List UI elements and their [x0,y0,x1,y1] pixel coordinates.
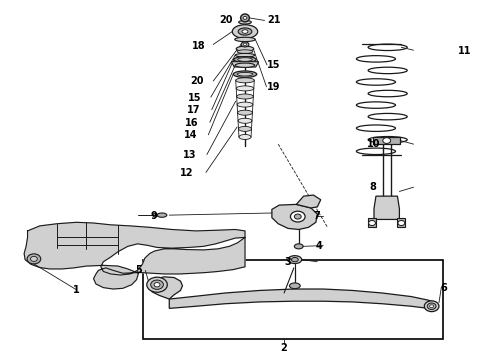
Polygon shape [150,277,182,299]
Ellipse shape [236,78,254,83]
Text: 18: 18 [192,41,206,50]
Ellipse shape [430,305,434,308]
Ellipse shape [238,110,252,115]
Ellipse shape [398,221,405,226]
Polygon shape [296,195,321,208]
Ellipse shape [239,134,251,139]
Text: 21: 21 [267,15,280,26]
Polygon shape [397,218,405,226]
Text: 3: 3 [284,257,291,267]
Ellipse shape [235,53,255,57]
Text: 4: 4 [316,241,322,251]
Ellipse shape [151,280,163,289]
Ellipse shape [235,63,255,67]
Ellipse shape [288,256,302,264]
Text: 8: 8 [369,182,376,192]
Polygon shape [24,222,245,289]
Ellipse shape [157,213,167,217]
Ellipse shape [237,102,253,107]
Ellipse shape [294,214,301,219]
Ellipse shape [291,211,305,222]
Ellipse shape [238,28,252,35]
Ellipse shape [368,221,375,226]
Ellipse shape [235,37,255,41]
Ellipse shape [356,125,395,131]
Text: 5: 5 [136,265,143,275]
Ellipse shape [356,102,395,108]
Ellipse shape [153,213,158,217]
Text: 17: 17 [187,105,200,115]
Ellipse shape [30,256,37,261]
Text: 15: 15 [188,93,201,103]
Ellipse shape [424,301,439,312]
Ellipse shape [383,138,391,143]
Ellipse shape [236,86,254,91]
Ellipse shape [368,67,407,74]
Text: 19: 19 [267,82,280,92]
Ellipse shape [147,277,167,292]
Text: 12: 12 [180,168,194,178]
Bar [144,260,443,338]
Polygon shape [231,62,259,67]
Ellipse shape [368,44,407,50]
Ellipse shape [241,42,249,47]
Bar [373,137,400,144]
Text: 11: 11 [458,46,471,56]
Ellipse shape [233,71,257,77]
Ellipse shape [356,56,395,62]
Ellipse shape [154,283,160,287]
Ellipse shape [292,257,298,262]
Ellipse shape [236,46,254,51]
Ellipse shape [290,283,300,289]
Ellipse shape [243,17,247,19]
Ellipse shape [427,303,436,310]
Text: 14: 14 [184,130,197,140]
Ellipse shape [238,118,252,123]
Ellipse shape [234,57,256,62]
Ellipse shape [232,25,258,39]
Ellipse shape [356,79,395,85]
Ellipse shape [242,30,248,33]
Ellipse shape [356,148,395,154]
Ellipse shape [368,136,407,143]
Text: 10: 10 [367,139,381,149]
Ellipse shape [294,244,303,249]
Ellipse shape [239,126,251,131]
Ellipse shape [239,21,251,24]
Ellipse shape [368,90,407,97]
Text: 16: 16 [185,118,198,128]
Text: 9: 9 [150,211,157,221]
Polygon shape [368,218,376,226]
Polygon shape [272,204,318,229]
Text: 20: 20 [220,15,233,26]
Ellipse shape [368,113,407,120]
Ellipse shape [241,14,249,22]
Text: 6: 6 [441,283,447,293]
Text: 7: 7 [314,211,320,221]
Text: 13: 13 [183,150,196,160]
Text: 15: 15 [267,60,280,70]
Ellipse shape [244,43,246,46]
Text: 1: 1 [73,285,80,296]
Ellipse shape [237,50,253,53]
Text: 20: 20 [190,76,203,86]
Text: 2: 2 [281,343,288,353]
Ellipse shape [27,254,41,264]
Ellipse shape [237,72,253,76]
Ellipse shape [237,94,253,99]
Ellipse shape [238,58,252,61]
Polygon shape [169,289,436,310]
Polygon shape [374,196,399,220]
